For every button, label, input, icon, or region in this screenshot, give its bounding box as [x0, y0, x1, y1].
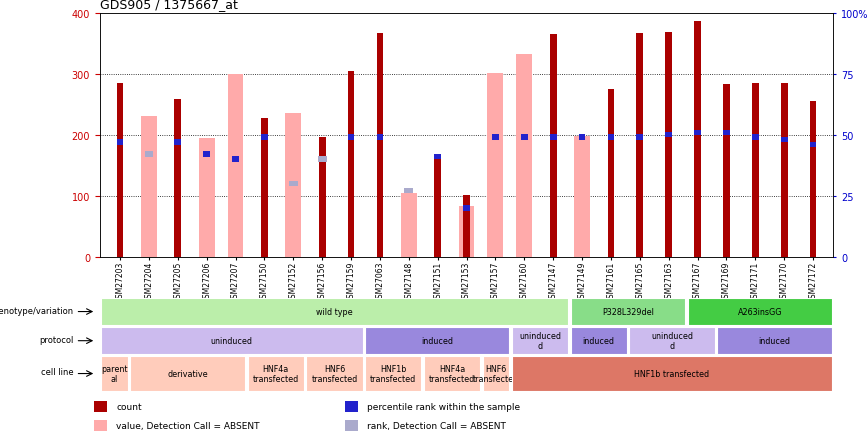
- Bar: [401, 193, 417, 257]
- Bar: [199, 138, 214, 257]
- Bar: [116, 140, 123, 145]
- Bar: [549, 135, 556, 141]
- Bar: [516, 55, 532, 257]
- Text: derivative: derivative: [168, 369, 208, 378]
- Bar: [752, 84, 759, 257]
- Text: value, Detection Call = ABSENT: value, Detection Call = ABSENT: [116, 421, 260, 431]
- Text: uninduced
d: uninduced d: [651, 331, 693, 351]
- Bar: [549, 35, 556, 257]
- Text: P328L329del: P328L329del: [602, 307, 654, 316]
- Text: rank, Detection Call = ABSENT: rank, Detection Call = ABSENT: [367, 421, 506, 431]
- Bar: [434, 155, 441, 160]
- Bar: [203, 152, 210, 158]
- Text: HNF6
transfected: HNF6 transfected: [473, 364, 519, 383]
- Bar: [261, 118, 267, 257]
- Bar: [781, 84, 787, 257]
- Bar: [752, 135, 759, 141]
- Text: induced: induced: [759, 336, 791, 345]
- Bar: [694, 130, 700, 136]
- Text: induced: induced: [582, 336, 615, 345]
- Text: count: count: [116, 402, 142, 411]
- Text: induced: induced: [421, 336, 453, 345]
- Bar: [348, 135, 354, 141]
- Text: genotype/variation: genotype/variation: [0, 306, 74, 315]
- Bar: [636, 34, 643, 257]
- Bar: [116, 84, 123, 257]
- Bar: [261, 135, 267, 141]
- Bar: [233, 157, 239, 162]
- Text: cell line: cell line: [41, 368, 74, 376]
- Bar: [492, 135, 499, 141]
- Bar: [464, 206, 470, 211]
- Bar: [666, 33, 672, 257]
- FancyBboxPatch shape: [95, 401, 108, 412]
- Text: HNF4a
transfected: HNF4a transfected: [429, 364, 475, 383]
- Bar: [377, 34, 384, 257]
- FancyBboxPatch shape: [345, 421, 358, 431]
- Bar: [694, 23, 700, 257]
- Bar: [404, 188, 413, 194]
- Bar: [174, 140, 181, 145]
- Bar: [608, 90, 615, 257]
- Text: wild type: wild type: [316, 307, 352, 316]
- Bar: [521, 135, 528, 141]
- Bar: [723, 130, 730, 136]
- Bar: [608, 135, 615, 141]
- Bar: [488, 73, 503, 257]
- Bar: [174, 100, 181, 257]
- FancyBboxPatch shape: [95, 421, 108, 431]
- Text: HNF1b transfected: HNF1b transfected: [635, 369, 709, 378]
- Bar: [319, 138, 326, 257]
- Bar: [227, 75, 244, 257]
- Bar: [810, 102, 817, 257]
- Bar: [289, 181, 298, 187]
- Bar: [348, 72, 354, 257]
- Text: HNF1b
transfected: HNF1b transfected: [370, 364, 417, 383]
- Bar: [434, 158, 441, 257]
- Bar: [781, 138, 787, 143]
- Text: parent
al: parent al: [102, 364, 128, 383]
- Bar: [464, 196, 470, 257]
- Text: percentile rank within the sample: percentile rank within the sample: [367, 402, 520, 411]
- Bar: [141, 117, 157, 257]
- Bar: [636, 135, 643, 141]
- Text: HNF6
transfected: HNF6 transfected: [312, 364, 358, 383]
- Bar: [377, 135, 384, 141]
- Bar: [574, 137, 590, 257]
- Text: protocol: protocol: [39, 335, 74, 344]
- Text: A263insGG: A263insGG: [738, 307, 782, 316]
- Text: GDS905 / 1375667_at: GDS905 / 1375667_at: [100, 0, 238, 11]
- Bar: [318, 157, 326, 162]
- Bar: [723, 85, 730, 257]
- Text: uninduced
d: uninduced d: [519, 331, 561, 351]
- Bar: [579, 135, 585, 141]
- Text: uninduced: uninduced: [211, 336, 253, 345]
- FancyBboxPatch shape: [345, 401, 358, 412]
- Bar: [458, 207, 475, 257]
- Bar: [145, 152, 154, 158]
- Text: HNF4a
transfected: HNF4a transfected: [253, 364, 299, 383]
- Bar: [666, 133, 672, 138]
- Bar: [286, 114, 301, 257]
- Bar: [810, 142, 817, 148]
